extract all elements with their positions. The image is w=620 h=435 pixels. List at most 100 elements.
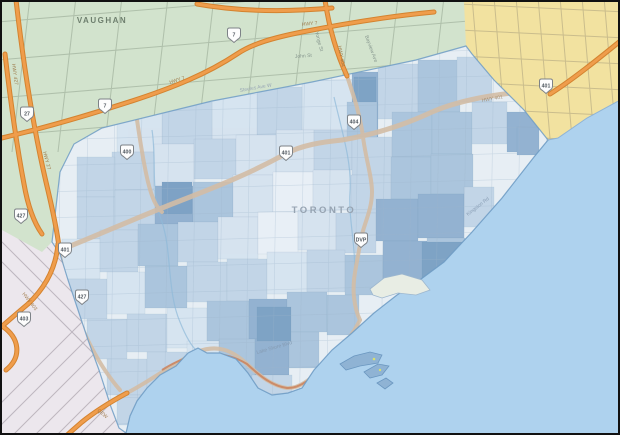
highway-shield-27: 27 <box>20 106 34 123</box>
census-tract <box>312 169 352 211</box>
census-tract <box>144 265 188 309</box>
census-tract <box>471 101 508 145</box>
street <box>52 151 548 167</box>
highway-403-ramp <box>2 324 19 372</box>
street <box>2 45 466 99</box>
census-tract <box>306 249 346 293</box>
shield-number: 427 <box>17 214 26 220</box>
highway-427 <box>14 2 61 249</box>
leslie-street-spit <box>369 273 431 299</box>
street <box>271 46 279 433</box>
street <box>5 281 132 433</box>
street <box>52 177 548 193</box>
census-tract <box>301 79 353 131</box>
census-tract <box>266 251 308 295</box>
street <box>464 59 618 91</box>
census-tract <box>256 86 303 136</box>
shield-number: 403 <box>20 317 29 323</box>
island-park-dot <box>378 368 382 372</box>
street <box>2 231 132 403</box>
highway-shield-404: 404 <box>347 114 361 131</box>
highway-7 <box>2 10 436 140</box>
qew <box>67 391 129 433</box>
street <box>71 281 132 433</box>
highway-407 <box>195 2 334 13</box>
census-tract <box>297 209 337 251</box>
shield-number: 401 <box>542 84 551 90</box>
highway-404-dvp <box>345 74 375 322</box>
census-tract <box>186 261 228 303</box>
highway-404-north <box>323 2 349 78</box>
shield-number: 7 <box>104 104 107 110</box>
street <box>52 203 548 219</box>
city-label-vaughan: VAUGHAN <box>77 16 127 25</box>
highway-403 <box>2 242 60 329</box>
road-label: HWY 404 <box>336 45 346 67</box>
street <box>52 125 548 141</box>
census-tract <box>137 223 179 267</box>
census-tract <box>99 229 139 273</box>
shield-number: 400 <box>123 150 132 156</box>
census-tract <box>254 338 290 376</box>
census-tract <box>76 156 116 198</box>
highway-shield-dvp: DVP <box>354 232 368 249</box>
shield-number: DVP <box>356 238 367 244</box>
census-tract <box>351 136 393 176</box>
city-labels: VAUGHAN TORONTO <box>77 16 354 216</box>
highway-27 <box>3 52 44 236</box>
road-label: HWY 401 <box>481 94 503 104</box>
street <box>298 46 306 433</box>
highway-shield-401: 401 <box>279 145 293 162</box>
highway-shields: 7 7 27 427 400 401 427 403 401 404 DVP 401 <box>14 27 553 328</box>
census-tract <box>206 300 250 342</box>
census-tract <box>375 198 419 242</box>
shield-number: 7 <box>233 33 236 39</box>
shield-number: 401 <box>61 248 70 254</box>
census-tract <box>126 313 168 353</box>
census-tract <box>257 211 299 255</box>
highway-shield-427: 427 <box>14 208 28 225</box>
highway-400 <box>133 105 164 214</box>
census-tract <box>226 258 268 302</box>
census-tract <box>286 291 328 333</box>
street <box>464 2 618 13</box>
road-label: HWY 427 <box>10 63 19 85</box>
road-labels: HWY 427 HWY 27 HWY 7 HWY 7 HWY 404 John StYon… <box>10 20 504 420</box>
census-tract <box>256 306 292 342</box>
road-label: HWY 7 <box>169 75 186 86</box>
highway-shield-7: 7 <box>227 27 241 44</box>
shield-number: 27 <box>24 112 30 118</box>
census-tract <box>390 156 432 200</box>
street <box>464 7 618 39</box>
rivers <box>151 96 356 353</box>
census-tract <box>177 221 219 263</box>
highway-401-east <box>548 40 618 96</box>
census-tract <box>377 63 419 120</box>
road-label: HWY 27 <box>41 151 52 171</box>
census-tract <box>516 126 540 156</box>
census-tract <box>417 193 465 239</box>
census-tract <box>232 174 274 218</box>
road-label: HWY 7 <box>302 20 319 28</box>
street <box>2 7 466 61</box>
census-tract <box>217 216 259 260</box>
road-label: Yonge St <box>313 31 324 53</box>
highway-shield-401: 401 <box>58 242 72 259</box>
pickering-region <box>464 2 618 140</box>
mississauga-region <box>2 230 126 433</box>
street <box>2 2 466 23</box>
road-label: John St <box>295 53 313 60</box>
highway-shield-403: 403 <box>17 311 31 328</box>
highway-shield-427: 427 <box>75 289 89 306</box>
island-park-dot <box>372 357 376 361</box>
shield-number: 401 <box>282 151 291 157</box>
street <box>57 2 77 153</box>
census-tract <box>313 129 353 171</box>
highway-shield-400: 400 <box>120 144 134 161</box>
census-tract <box>106 271 146 315</box>
highway-401 <box>52 89 548 257</box>
census-tract <box>193 138 237 180</box>
